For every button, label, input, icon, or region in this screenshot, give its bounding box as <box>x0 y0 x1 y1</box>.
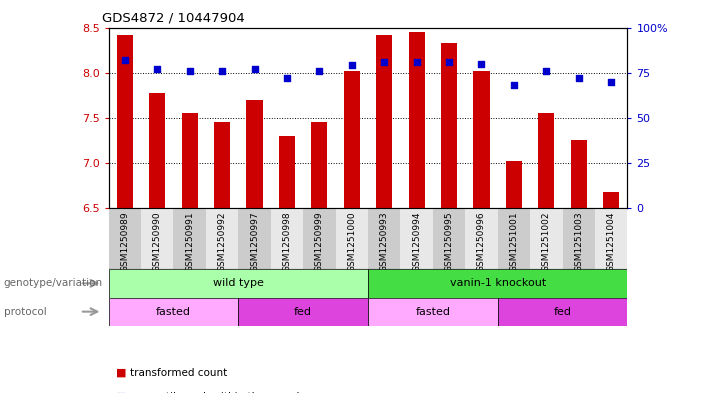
Bar <box>109 208 141 269</box>
Bar <box>109 298 238 326</box>
Point <box>508 82 519 88</box>
Point <box>119 57 130 63</box>
Text: GSM1251003: GSM1251003 <box>574 211 583 272</box>
Bar <box>530 208 562 269</box>
Bar <box>498 208 530 269</box>
Bar <box>149 93 165 208</box>
Point <box>346 62 358 69</box>
Point <box>314 68 325 74</box>
Point <box>379 59 390 65</box>
Text: GSM1251004: GSM1251004 <box>606 211 615 272</box>
Text: GSM1251002: GSM1251002 <box>542 211 551 272</box>
Bar <box>409 32 425 208</box>
Bar <box>141 208 174 269</box>
Bar <box>279 136 295 208</box>
Text: protocol: protocol <box>4 307 46 317</box>
Bar <box>433 208 465 269</box>
Text: fed: fed <box>554 307 571 317</box>
Bar <box>603 192 619 208</box>
Point <box>476 61 487 67</box>
Bar <box>182 113 198 208</box>
Bar <box>214 122 230 208</box>
Bar <box>368 298 498 326</box>
Text: fasted: fasted <box>156 307 191 317</box>
Text: GDS4872 / 10447904: GDS4872 / 10447904 <box>102 12 245 25</box>
Text: vanin-1 knockout: vanin-1 knockout <box>449 278 546 288</box>
Point <box>151 66 163 72</box>
Text: GSM1250990: GSM1250990 <box>153 211 162 272</box>
Bar <box>303 208 336 269</box>
Bar <box>368 269 627 298</box>
Bar <box>271 208 303 269</box>
Bar <box>498 298 627 326</box>
Bar <box>206 208 238 269</box>
Point <box>573 75 585 81</box>
Point <box>217 68 228 74</box>
Bar <box>441 43 457 208</box>
Bar <box>376 35 393 208</box>
Text: GSM1250999: GSM1250999 <box>315 211 324 272</box>
Text: GSM1250996: GSM1250996 <box>477 211 486 272</box>
Text: fed: fed <box>294 307 312 317</box>
Text: GSM1251001: GSM1251001 <box>510 211 519 272</box>
Text: GSM1250998: GSM1250998 <box>283 211 292 272</box>
Bar <box>174 208 206 269</box>
Text: GSM1250992: GSM1250992 <box>217 211 226 272</box>
Text: GSM1250993: GSM1250993 <box>380 211 389 272</box>
Text: ■: ■ <box>116 391 126 393</box>
Point <box>411 59 422 65</box>
Text: percentile rank within the sample: percentile rank within the sample <box>130 391 306 393</box>
Bar <box>247 100 263 208</box>
Text: GSM1250989: GSM1250989 <box>121 211 130 272</box>
Point <box>540 68 552 74</box>
Text: GSM1250997: GSM1250997 <box>250 211 259 272</box>
Point <box>606 79 617 85</box>
Bar <box>343 71 360 208</box>
Bar <box>336 208 368 269</box>
Bar <box>506 161 522 208</box>
Point <box>184 68 196 74</box>
Text: GSM1251000: GSM1251000 <box>347 211 356 272</box>
Bar <box>538 113 554 208</box>
Bar <box>238 208 271 269</box>
Bar <box>562 208 595 269</box>
Point <box>444 59 455 65</box>
Text: GSM1250995: GSM1250995 <box>444 211 454 272</box>
Point <box>281 75 292 81</box>
Bar <box>400 208 433 269</box>
Point <box>249 66 260 72</box>
Text: GSM1250991: GSM1250991 <box>185 211 194 272</box>
Bar <box>595 208 627 269</box>
Text: genotype/variation: genotype/variation <box>4 278 102 288</box>
Bar <box>368 208 400 269</box>
Text: GSM1250994: GSM1250994 <box>412 211 421 272</box>
Bar <box>117 35 133 208</box>
Text: ■: ■ <box>116 368 126 378</box>
Text: wild type: wild type <box>213 278 264 288</box>
Text: transformed count: transformed count <box>130 368 227 378</box>
Bar <box>109 269 368 298</box>
Text: fasted: fasted <box>416 307 450 317</box>
Bar <box>473 71 489 208</box>
Bar <box>571 140 587 208</box>
Bar <box>238 298 368 326</box>
Bar <box>311 122 327 208</box>
Bar <box>465 208 498 269</box>
